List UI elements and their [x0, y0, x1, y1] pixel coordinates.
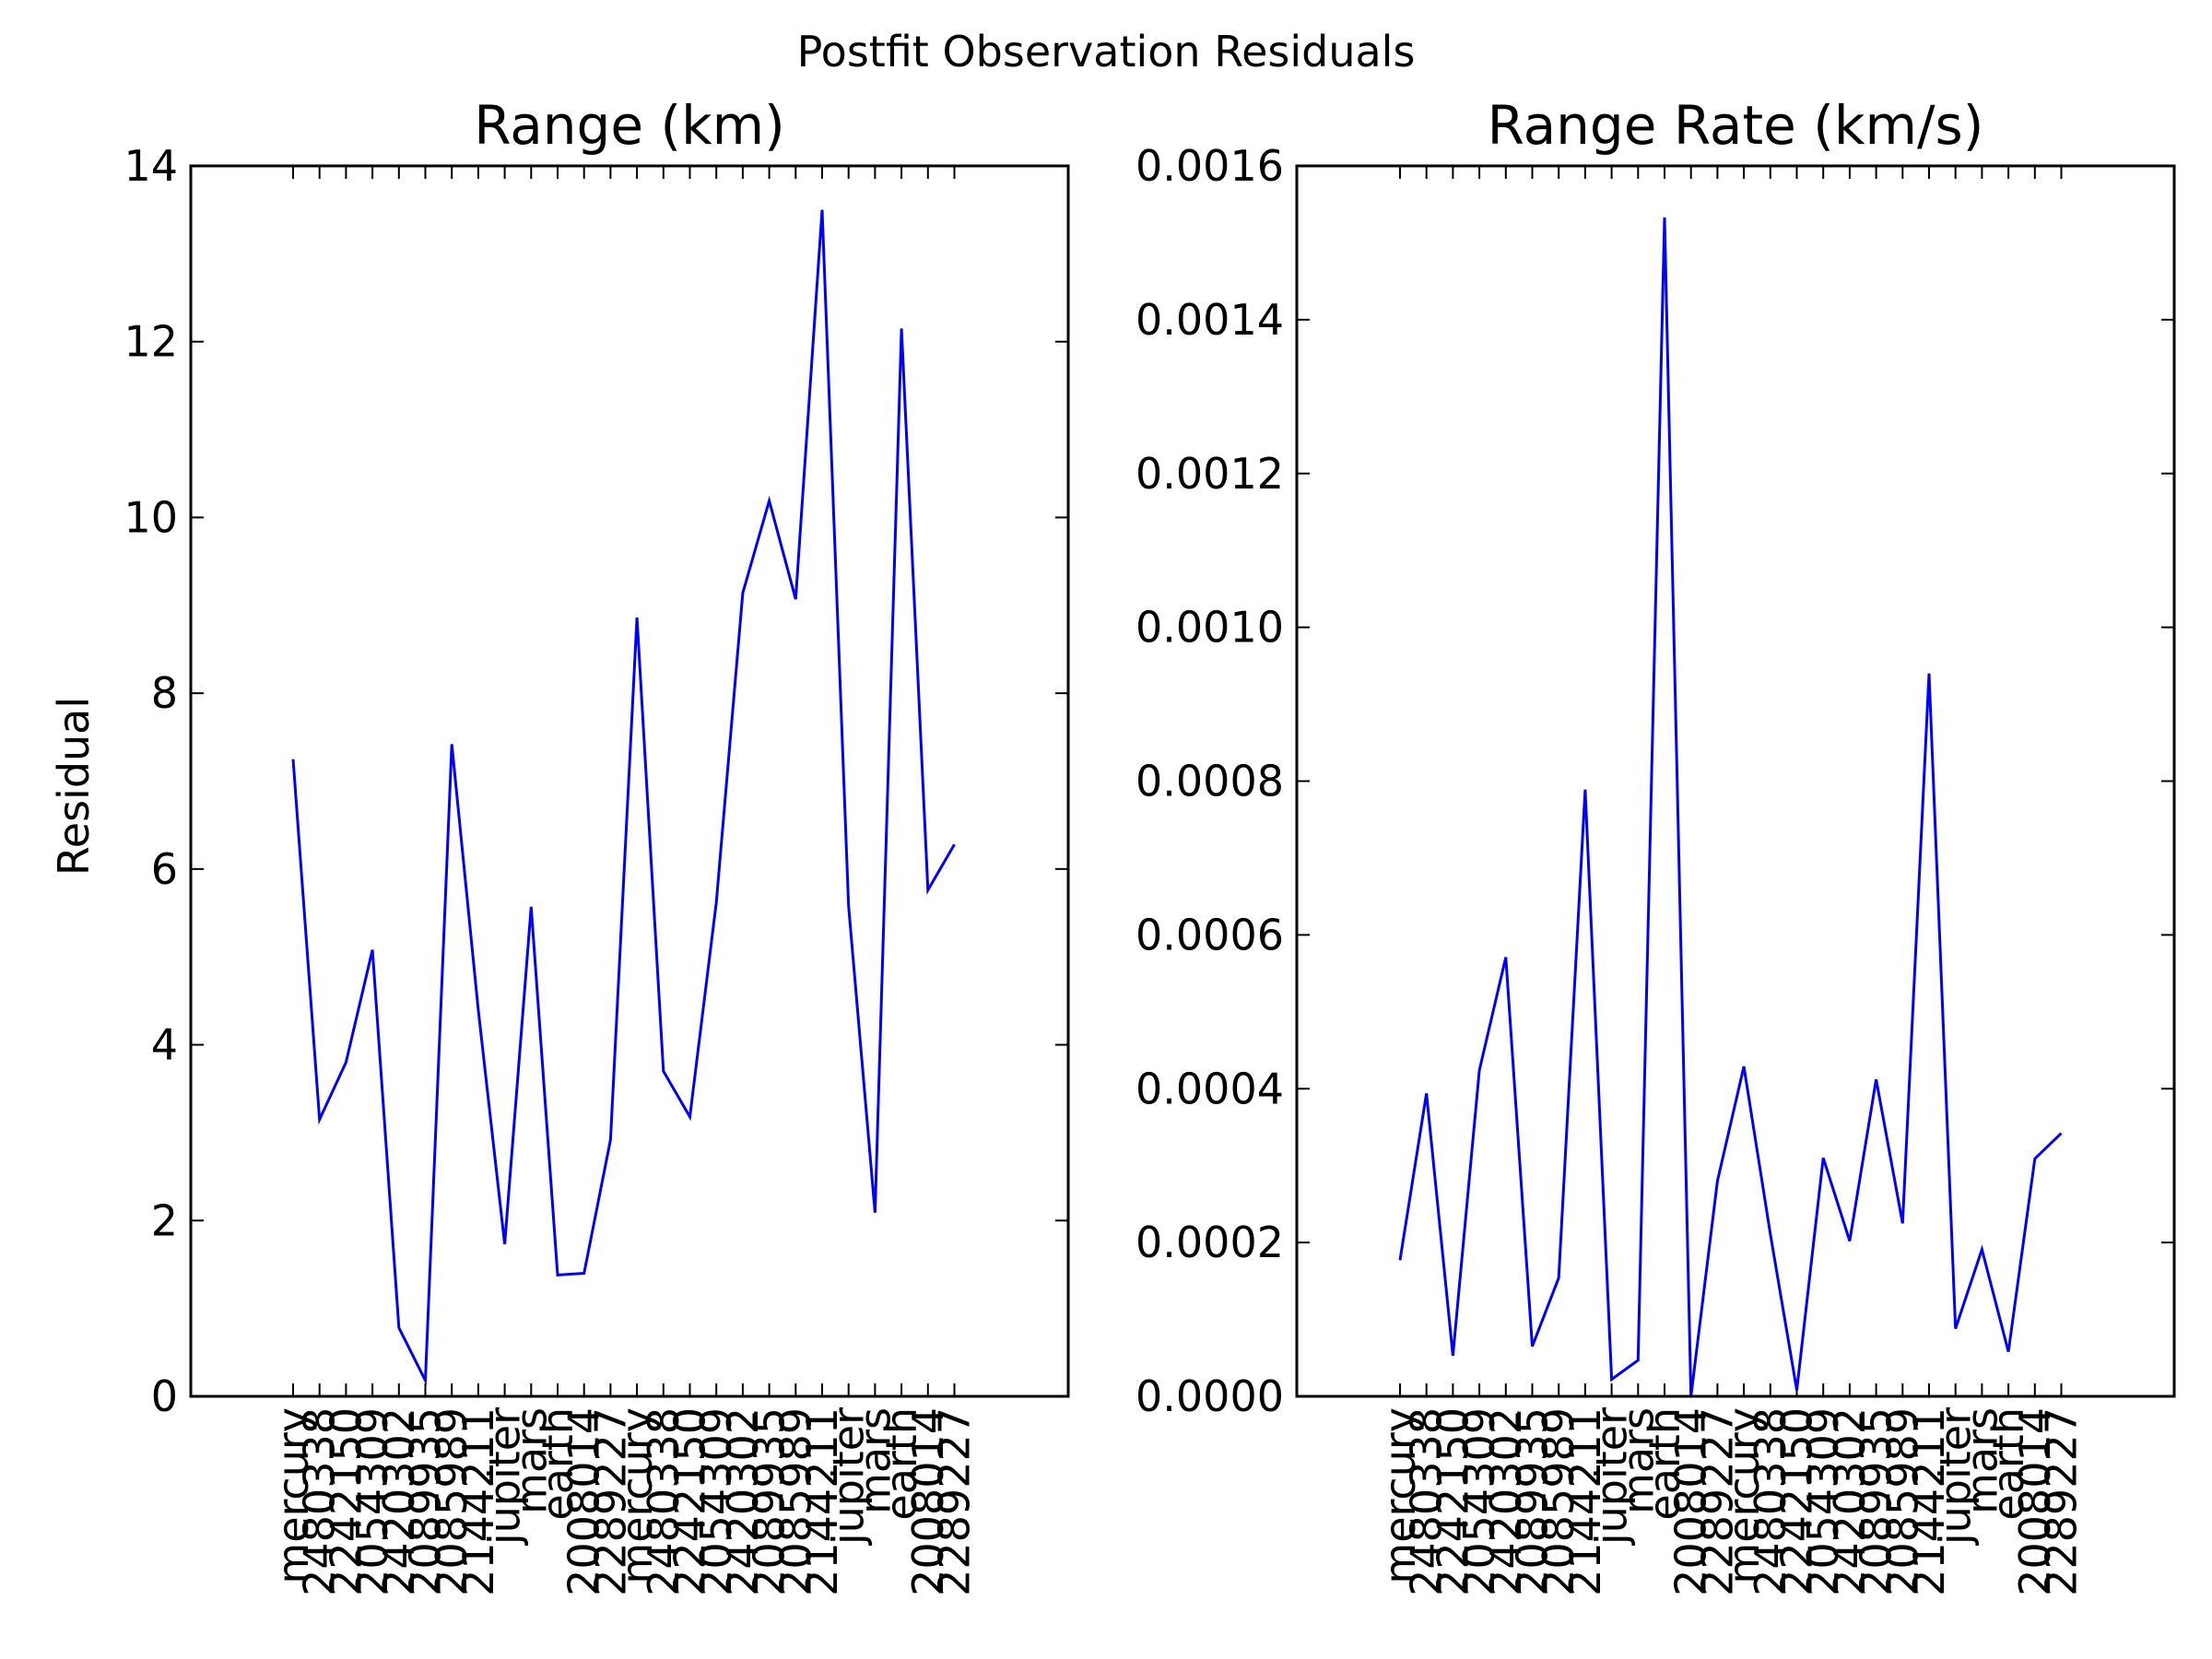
chart-range-rate-xtick-label: 2085989 — [1877, 1407, 1927, 1596]
chart-range-rate-ytick-label: 0.0002 — [1135, 1218, 1284, 1267]
chart-range-xtick-label: 2420302 — [718, 1407, 768, 1596]
chart-range-rate-plot-frame — [1295, 164, 2176, 1398]
chart-range-rate-xtick-label: 2289227 — [1692, 1407, 1742, 1596]
chart-range-xtick-label: mercury — [612, 1407, 662, 1584]
chart-range-xtick-label: jupiter — [480, 1407, 530, 1546]
chart-range-plot-frame — [189, 164, 1070, 1398]
chart-range-ytick-label: 10 — [124, 492, 178, 542]
chart-range-xtick-label: 2420302 — [374, 1407, 424, 1596]
chart-range-rate-xtick-label: mars — [1957, 1407, 2006, 1514]
chart-range-yticks: 0 2 4 6 8 10 12 14 — [124, 141, 1068, 1421]
chart-range-xtick-label: 2089935 — [745, 1407, 794, 1596]
chart-range-rate-xtick-label: jupiter — [1587, 1407, 1637, 1546]
chart-range-xtick-label: 2054309 — [347, 1407, 397, 1596]
chart-range-title: Range (km) — [474, 94, 785, 157]
chart-range-rate-xtick-label: 2054309 — [1454, 1407, 1504, 1596]
chart-range-rate-yticks: 0.0000 0.0002 0.0004 0.0006 0.0008 0.0010 0.00… — [1135, 141, 2174, 1421]
chart-range-rate-xtick-label: 2480338 — [1746, 1407, 1795, 1596]
chart-range-rate-xtick-label: 2480338 — [1402, 1407, 1452, 1596]
chart-range-rate-xtick-label: mars — [1613, 1407, 1663, 1514]
chart-range-xtick-label: 2054309 — [691, 1407, 741, 1596]
chart-range-xtick-label: 2008014 — [559, 1407, 609, 1596]
chart-range-rate-ytick-label: 0.0006 — [1135, 910, 1284, 959]
figure-suptitle: Postfit Observation Residuals — [797, 27, 1416, 76]
chart-range-xtick-label: earth — [877, 1407, 926, 1521]
chart-range-rate-xtick-label: 2242150 — [1772, 1407, 1822, 1596]
chart-range-xtick-label: 2008014 — [903, 1407, 953, 1596]
chart-range-xtick-label: 2289227 — [585, 1407, 635, 1596]
chart-range-rate-xtick-label: earth — [1983, 1407, 2033, 1521]
chart-range-rate-ytick-label: 0.0016 — [1135, 141, 1284, 191]
chart-range-xtick-label: 2242150 — [665, 1407, 715, 1596]
chart-range-rate-xtick-label: 2144211 — [1904, 1407, 1954, 1596]
chart-range-ytick-label: 12 — [124, 317, 178, 367]
chart-range-ytick-label: 0 — [151, 1371, 178, 1421]
chart-range-rate-xtick-label: 2008014 — [1666, 1407, 1716, 1596]
chart-range-rate-xtick-label: 2089935 — [1508, 1407, 1558, 1596]
chart-range-xtick-label: 2480338 — [295, 1407, 345, 1596]
chart-range-xtick-label: 2289227 — [930, 1407, 980, 1596]
chart-range-xticks: mercury248033822421502054309242030220899… — [268, 166, 980, 1596]
chart-range-xtick-label: 2242150 — [321, 1407, 371, 1596]
chart-range-rate-series-line — [1398, 217, 2063, 1397]
chart-range-xtick-label: 2085989 — [427, 1407, 477, 1596]
chart-range-rate-xticks: mercury248033822421502054309242030220899… — [1375, 166, 2087, 1596]
chart-range-rate-ytick-label: 0.0008 — [1135, 757, 1284, 806]
chart-range-xtick-label: 2089935 — [401, 1407, 451, 1596]
chart-range-rate-xtick-label: jupiter — [1931, 1407, 1981, 1546]
chart-range-xtick-label: 2085989 — [771, 1407, 820, 1596]
chart-range-xtick-label: 2144211 — [453, 1407, 503, 1596]
chart-range-rate-xtick-label: 2242150 — [1428, 1407, 1477, 1596]
chart-range-ytick-label: 8 — [151, 668, 178, 718]
chart-range-xtick-label: 2480338 — [639, 1407, 688, 1596]
chart-range-xtick-label: jupiter — [824, 1407, 874, 1546]
chart-range-rate-xtick-label: 2289227 — [2037, 1407, 2087, 1596]
chart-range-rate-ytick-label: 0.0014 — [1135, 295, 1284, 345]
chart-range-xtick-label: 2144211 — [797, 1407, 847, 1596]
chart-range-rate-xtick-label: 2420302 — [1825, 1407, 1875, 1596]
chart-range-rate-xtick-label: 2144211 — [1560, 1407, 1610, 1596]
chart-range-xtick-label: earth — [533, 1407, 582, 1521]
chart-range-xtick-label: mercury — [268, 1407, 318, 1584]
chart-range-rate-xtick-label: 2054309 — [1798, 1407, 1848, 1596]
chart-range-xtick-label: mars — [506, 1407, 556, 1514]
chart-range-rate-ytick-label: 0.0012 — [1135, 449, 1284, 499]
chart-range-rate-xtick-label: mercury — [1719, 1407, 1769, 1584]
chart-range-ytick-label: 6 — [151, 844, 178, 894]
chart-range-rate-xtick-label: 2420302 — [1481, 1407, 1531, 1596]
chart-range-xtick-label: mars — [850, 1407, 900, 1514]
chart-range-ytick-label: 2 — [151, 1195, 178, 1245]
chart-range-ytick-label: 4 — [151, 1020, 178, 1070]
chart-range-rate-xtick-label: 2089935 — [1852, 1407, 1901, 1596]
chart-range-rate-xtick-label: 2085989 — [1534, 1407, 1583, 1596]
chart-range-rate-ytick-label: 0.0004 — [1135, 1064, 1284, 1113]
chart-range-rate-ytick-label: 0.0000 — [1135, 1371, 1284, 1421]
chart-range-rate-ytick-label: 0.0010 — [1135, 603, 1284, 653]
chart-range-ylabel: Residual — [49, 697, 99, 876]
chart-range-rate-xtick-label: 2008014 — [2010, 1407, 2060, 1596]
chart-range-rate-xtick-label: mercury — [1375, 1407, 1425, 1584]
chart-range-ytick-label: 14 — [124, 141, 178, 191]
chart-range-series-line — [291, 209, 956, 1386]
chart-range-rate-title: Range Rate (km/s) — [1488, 94, 1984, 157]
chart-range-rate: Range Rate (km/s) 0.00000.00020.00040.00… — [1135, 94, 2176, 1596]
chart-range-rate-xtick-label: earth — [1640, 1407, 1689, 1521]
